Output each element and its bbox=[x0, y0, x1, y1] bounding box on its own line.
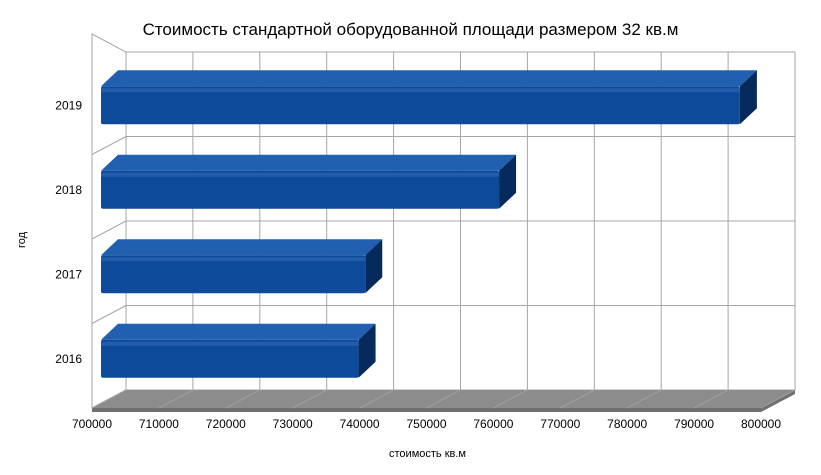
floor-grid-line bbox=[292, 389, 327, 409]
bar-front-face bbox=[101, 339, 359, 378]
x-tick-label: 730000 bbox=[273, 417, 313, 431]
x-tick-label: 740000 bbox=[340, 417, 380, 431]
floor-grid-line bbox=[158, 389, 194, 409]
floor-grid-line bbox=[91, 389, 127, 409]
x-tick-label: 790000 bbox=[674, 417, 714, 431]
side-grid-line bbox=[91, 136, 127, 155]
x-tick-label: 770000 bbox=[540, 417, 580, 431]
x-tick-label: 710000 bbox=[139, 417, 179, 431]
side-grid-line bbox=[91, 220, 127, 240]
bar-2017 bbox=[101, 239, 383, 294]
bar-highlight bbox=[101, 88, 740, 93]
bar-top-face bbox=[101, 154, 517, 171]
floor-grid-line bbox=[426, 389, 461, 409]
bar-highlight bbox=[101, 341, 359, 346]
y-tick-label: 2016 bbox=[55, 352, 82, 366]
y-tick-label: 2017 bbox=[55, 267, 82, 281]
x-tick-label: 760000 bbox=[473, 417, 513, 431]
floor-grid-line bbox=[760, 389, 796, 409]
chart-title: Стоимость стандартной оборудованной площ… bbox=[142, 20, 679, 39]
bar-end-face bbox=[358, 323, 376, 378]
x-tick-label: 780000 bbox=[607, 417, 647, 431]
y-tick-label: 2018 bbox=[55, 183, 82, 197]
bar-2018 bbox=[101, 154, 517, 209]
floor-grid-line bbox=[359, 389, 394, 409]
bar-front-face bbox=[101, 170, 500, 209]
bar-end-face bbox=[499, 154, 517, 209]
y-tick-label: 2019 bbox=[55, 98, 82, 112]
x-axis-title: стоимость кв.м bbox=[389, 448, 466, 460]
bar-front-face bbox=[101, 255, 366, 294]
floor-grid-line bbox=[225, 389, 261, 409]
bar-front-face bbox=[101, 86, 740, 125]
bar-end-face bbox=[365, 239, 383, 294]
x-tick-label: 800000 bbox=[741, 417, 781, 431]
bar-2016 bbox=[101, 323, 376, 378]
bar-top-face bbox=[101, 70, 757, 87]
bars bbox=[101, 70, 757, 378]
side-grid-line bbox=[91, 305, 127, 324]
y-tick-labels: 2016 2017 2018 2019 bbox=[55, 98, 82, 366]
bar-2019 bbox=[101, 70, 757, 125]
bar-highlight bbox=[101, 172, 500, 177]
x-tick-label: 750000 bbox=[406, 417, 446, 431]
bar-top-face bbox=[101, 239, 383, 256]
floor-grid-line bbox=[493, 389, 528, 409]
x-tick-label: 700000 bbox=[72, 417, 112, 431]
floor-grid-line bbox=[626, 389, 662, 409]
bar-highlight bbox=[101, 257, 366, 262]
x-tick-labels: 700000 710000 720000 730000 740000 750000 7600… bbox=[72, 417, 781, 431]
floor-side bbox=[761, 390, 795, 412]
bar-top-face bbox=[101, 323, 376, 340]
x-tick-label: 720000 bbox=[206, 417, 246, 431]
bar-end-face bbox=[739, 70, 757, 125]
floor-grid-line bbox=[693, 389, 729, 409]
floor-grid-line bbox=[560, 389, 595, 409]
floor-edge bbox=[92, 408, 761, 412]
chart-floor bbox=[92, 390, 795, 412]
